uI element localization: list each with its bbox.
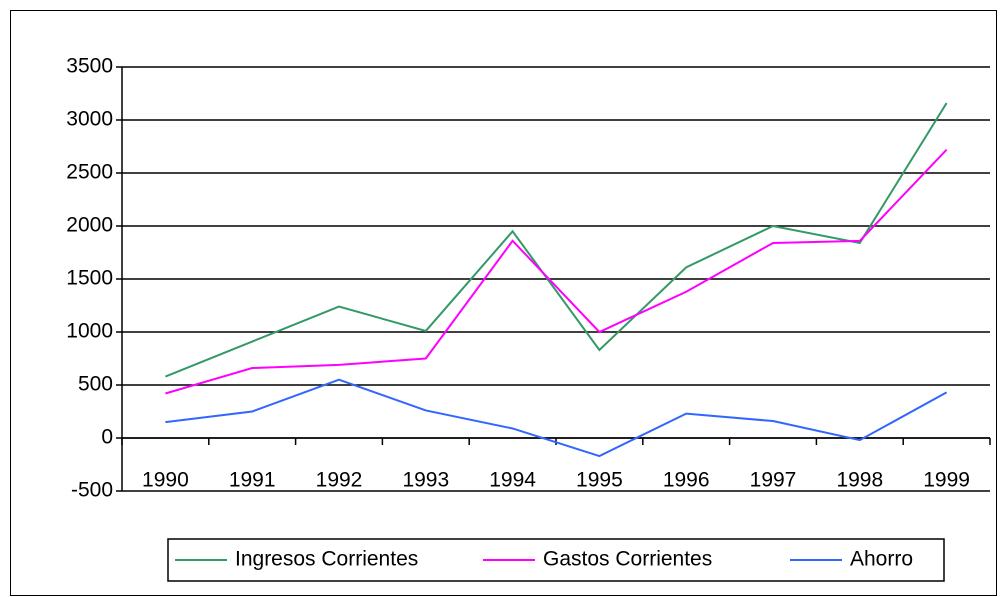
y-tick-label: 500 (78, 373, 113, 396)
x-tick-label: 1993 (402, 469, 449, 492)
legend-label: Ahorro (850, 548, 913, 571)
x-tick-label: 1991 (229, 469, 276, 492)
y-tick-label: 3000 (66, 108, 113, 131)
x-tick-label: 1995 (576, 469, 623, 492)
y-tick-label: 3500 (66, 55, 113, 78)
x-tick-label: 1996 (663, 469, 710, 492)
y-tick-label: 1000 (66, 320, 113, 343)
x-tick-label: 1992 (316, 469, 363, 492)
y-tick-label: 2000 (66, 214, 113, 237)
x-tick-label: 1997 (750, 469, 797, 492)
y-tick-label: 0 (101, 426, 113, 449)
chart-border (10, 10, 997, 596)
series-line (165, 102, 948, 378)
x-tick-label: 1999 (923, 469, 970, 492)
legend-label: Ingresos Corrientes (235, 548, 418, 571)
y-tick-label: -500 (71, 479, 113, 502)
series-line (165, 148, 948, 395)
x-tick-label: 1998 (836, 469, 883, 492)
y-tick-label: 1500 (66, 267, 113, 290)
legend-label: Gastos Corrientes (543, 548, 712, 571)
series-line (165, 378, 948, 458)
x-tick-label: 1994 (489, 469, 536, 492)
y-tick-label: 2500 (66, 161, 113, 184)
x-tick-label: 1990 (142, 469, 189, 492)
